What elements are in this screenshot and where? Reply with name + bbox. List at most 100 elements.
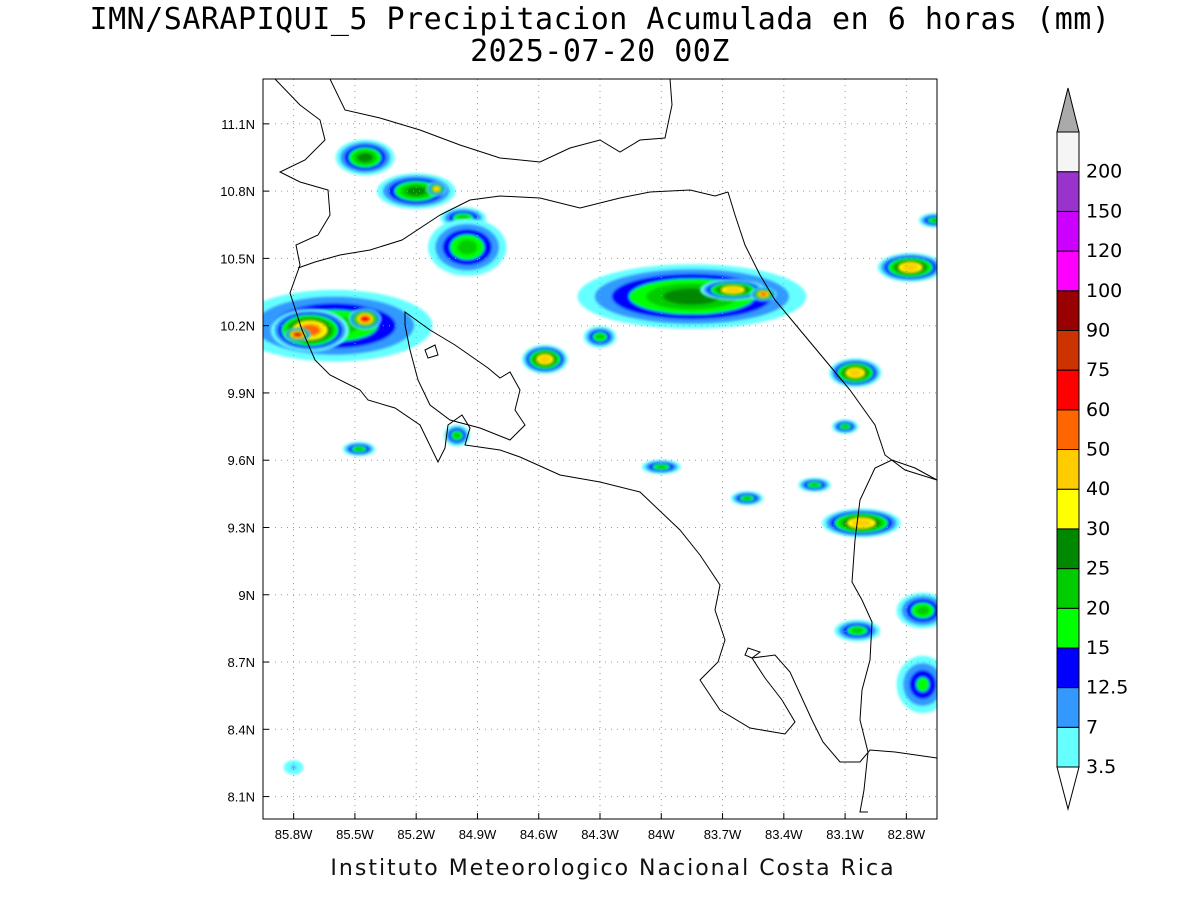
colorbar-swatch (1056, 647, 1080, 689)
y-tick-label: 8.7N (228, 655, 255, 670)
x-tick-label: 83.1W (826, 827, 864, 842)
colorbar-swatch (1056, 568, 1080, 609)
colorbar-label: 75 (1086, 359, 1110, 381)
colorbar-label: 25 (1086, 558, 1110, 580)
precip-cell (641, 459, 681, 475)
precip-contour (595, 334, 605, 340)
colorbar-label: 60 (1086, 399, 1110, 421)
precip-cell (342, 441, 376, 457)
precip-contour (743, 496, 752, 501)
colorbar-swatch (1056, 329, 1080, 371)
colorbar-label: 200 (1086, 161, 1122, 183)
precip-contour (760, 292, 767, 297)
precip-contour (434, 187, 440, 191)
longitude-axis: 85.8W 85.5W 85.2W 84.9W 84.6W 84.3W 84W 83.7W 83… (275, 813, 926, 842)
colorbar-label: 15 (1086, 637, 1110, 659)
precip-contour (848, 369, 862, 377)
precip-contour (930, 218, 937, 223)
colorbar-swatch (1056, 409, 1080, 450)
colorbar-over-arrow (1056, 87, 1080, 133)
precip-contour (361, 316, 370, 322)
colorbar-swatch (1056, 488, 1080, 530)
colorbar-label: 120 (1086, 240, 1122, 262)
graticule (263, 79, 937, 819)
osa-peninsula-outline (744, 647, 762, 659)
precip-cell (822, 508, 901, 538)
x-tick-label: 84W (648, 827, 675, 842)
y-tick-label: 10.8N (220, 184, 255, 199)
precip-contour (851, 519, 872, 527)
colorbar-swatch (1056, 171, 1080, 212)
precip-cell (918, 213, 937, 228)
caribbean-coastline (727, 191, 937, 481)
precip-contour (539, 355, 551, 363)
colorbar-swatch (1056, 687, 1080, 728)
precip-cell (730, 491, 764, 506)
precip-cell (750, 287, 777, 302)
x-tick-label: 84.9W (459, 827, 497, 842)
colorbar-swatch (1056, 449, 1080, 490)
precip-contour (656, 465, 667, 469)
precip-cell (443, 424, 471, 447)
precip-cell (583, 326, 617, 348)
precip-contour (724, 287, 741, 293)
map-subtitle: 2025-07-20 00Z (470, 34, 730, 69)
precip-cell (283, 760, 304, 775)
x-tick-label: 82.8W (888, 827, 926, 842)
precip-contour (354, 447, 364, 451)
colorbar-label: 50 (1086, 439, 1110, 461)
precip-contour (406, 186, 427, 196)
costa-rica-panama-border (851, 459, 937, 813)
precip-cell (348, 308, 382, 330)
y-tick-label: 8.4N (228, 722, 255, 737)
precip-cell (426, 181, 447, 197)
institution-credit: Instituto Meteorologico Nacional Costa R… (330, 856, 896, 881)
colorbar-label: 7 (1086, 716, 1098, 738)
precip-contour (453, 432, 461, 439)
pacific-coastline (274, 79, 937, 763)
precip-cell (896, 592, 937, 629)
x-tick-label: 85.5W (336, 827, 374, 842)
x-tick-label: 83.7W (704, 827, 742, 842)
colorbar-label: 40 (1086, 478, 1110, 500)
latitude-axis: 11.1N 10.8N 10.5N 10.2N 9.9N 9.6N 9.3N 9N 8.7N 8.… (220, 117, 269, 805)
precip-contour (294, 332, 302, 337)
precip-cell (522, 344, 568, 374)
precip-contour (841, 424, 849, 429)
nicaragua-costa-rica-border (297, 189, 729, 269)
colorbar-swatch (1056, 369, 1080, 411)
precipitation-layer (263, 139, 937, 775)
colorbar-label: 150 (1086, 200, 1122, 222)
precip-contour (291, 765, 297, 770)
precip-contour (457, 240, 478, 255)
colorbar-swatch (1056, 528, 1080, 570)
precip-contour (916, 606, 930, 615)
y-tick-label: 10.5N (220, 251, 255, 266)
colorbar-under-arrow (1056, 766, 1080, 811)
y-tick-label: 11.1N (221, 117, 255, 132)
precip-contour (916, 677, 930, 692)
colorbar-swatch (1056, 607, 1080, 649)
colorbar-label: 3.5 (1086, 756, 1116, 778)
precip-cell (829, 358, 882, 388)
precip-cell (798, 477, 831, 493)
y-tick-label: 10.2N (220, 319, 255, 334)
lake-nicaragua-shore (329, 79, 673, 163)
precip-cell (577, 264, 807, 329)
precip-cell (832, 419, 859, 434)
x-tick-label: 84.3W (581, 827, 619, 842)
precip-contour (357, 153, 373, 162)
precip-cell (284, 327, 311, 342)
precip-contour (902, 263, 919, 271)
y-tick-label: 9.3N (228, 521, 255, 536)
x-tick-label: 85.2W (397, 827, 435, 842)
colorbar-label: 12.5 (1086, 677, 1128, 699)
colorbar-swatch (1056, 726, 1080, 768)
y-tick-label: 9.6N (228, 453, 255, 468)
precip-cell (896, 655, 937, 714)
x-tick-label: 83.4W (765, 827, 803, 842)
colorbar-label: 20 (1086, 597, 1110, 619)
colorbar-swatch (1056, 131, 1080, 173)
map-title: IMN/SARAPIQUI_5 Precipitacion Acumulada … (89, 2, 1111, 37)
